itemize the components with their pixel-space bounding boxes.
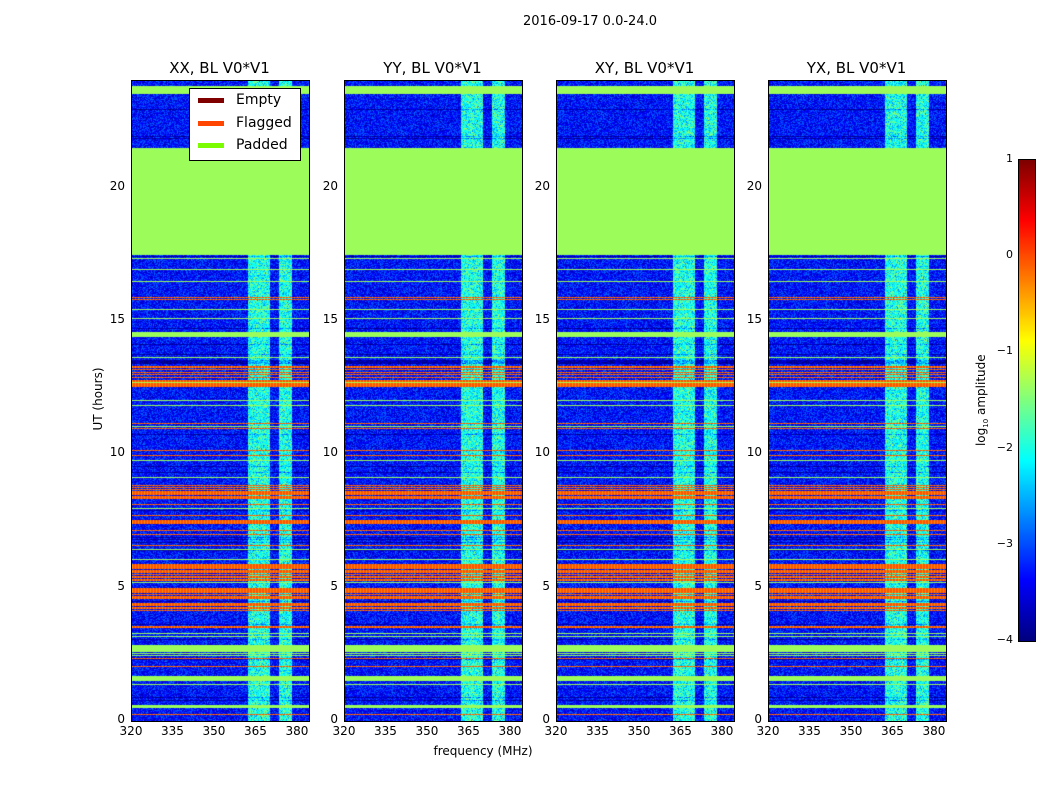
x-tick-label: 320 bbox=[544, 724, 568, 738]
y-tick-label: 0 bbox=[330, 712, 338, 726]
y-tick-label: 20 bbox=[534, 178, 550, 193]
y-tick-label: 5 bbox=[542, 578, 550, 593]
legend-label: Padded bbox=[236, 137, 288, 153]
figure-title: 2016-09-17 0.0-24.0 bbox=[523, 14, 657, 29]
colorbar bbox=[1018, 159, 1036, 642]
colorbar-tick-label: −2 bbox=[996, 440, 1013, 454]
y-tick-label: 10 bbox=[322, 445, 338, 460]
y-tick-label: 10 bbox=[746, 445, 762, 460]
x-tick-label: 350 bbox=[415, 724, 439, 738]
colorbar-tick-label: 0 bbox=[1006, 248, 1013, 262]
x-tick-label: 365 bbox=[669, 724, 692, 738]
colorbar-label: log10 amplitude bbox=[973, 354, 991, 447]
y-tick-label: 5 bbox=[754, 578, 762, 593]
heatmap-panel-yx bbox=[768, 80, 947, 722]
x-tick-label: 335 bbox=[586, 724, 609, 738]
x-tick-label: 350 bbox=[839, 724, 863, 738]
x-tick-label: 320 bbox=[119, 724, 143, 738]
x-tick-label: 365 bbox=[881, 724, 904, 738]
legend-label: Flagged bbox=[236, 115, 292, 131]
colorbar-tick-label: −3 bbox=[996, 536, 1013, 550]
y-tick-label: 15 bbox=[109, 312, 125, 326]
y-tick-label: 15 bbox=[534, 312, 550, 326]
legend-label: Empty bbox=[236, 92, 282, 108]
colorbar-tick-label: 1 bbox=[1006, 152, 1013, 165]
heatmap-panel-xx bbox=[131, 80, 310, 722]
colorbar-tick-label: −4 bbox=[996, 633, 1013, 646]
x-tick-label: 365 bbox=[457, 724, 480, 738]
panel-title: YY, BL V0*V1 bbox=[383, 59, 482, 77]
legend: Empty Flagged Padded bbox=[189, 88, 301, 161]
x-tick-label: 380 bbox=[285, 724, 309, 738]
panel-title: YX, BL V0*V1 bbox=[806, 59, 907, 77]
x-tick-label: 350 bbox=[202, 724, 226, 738]
x-tick-label: 335 bbox=[374, 724, 397, 738]
legend-swatch bbox=[198, 120, 224, 126]
panel-title: XY, BL V0*V1 bbox=[594, 59, 695, 77]
legend-item-flagged: Flagged bbox=[198, 113, 292, 133]
y-tick-label: 0 bbox=[117, 712, 125, 726]
legend-item-empty: Empty bbox=[198, 90, 281, 110]
panel-title: XX, BL V0*V1 bbox=[169, 59, 270, 77]
colorbar-tick-label: −1 bbox=[996, 344, 1013, 358]
legend-item-padded: Padded bbox=[198, 135, 288, 155]
x-tick-label: 380 bbox=[922, 724, 946, 738]
y-tick-label: 15 bbox=[746, 312, 762, 326]
y-tick-label: 20 bbox=[746, 178, 762, 193]
y-tick-label: 10 bbox=[534, 445, 550, 460]
y-tick-label: 10 bbox=[109, 445, 125, 460]
legend-swatch bbox=[198, 97, 224, 103]
y-tick-label: 15 bbox=[322, 312, 338, 326]
y-tick-label: 0 bbox=[754, 712, 762, 726]
x-tick-label: 350 bbox=[627, 724, 651, 738]
y-tick-label: 5 bbox=[117, 578, 125, 593]
y-axis-label: UT (hours) bbox=[91, 367, 105, 431]
y-tick-label: 20 bbox=[109, 178, 125, 193]
x-tick-label: 320 bbox=[332, 724, 356, 738]
x-tick-label: 380 bbox=[498, 724, 522, 738]
x-axis-label: frequency (MHz) bbox=[433, 744, 533, 758]
x-tick-label: 320 bbox=[756, 724, 780, 738]
x-tick-label: 335 bbox=[798, 724, 821, 738]
x-tick-label: 380 bbox=[710, 724, 734, 738]
x-tick-label: 335 bbox=[161, 724, 184, 738]
x-tick-label: 365 bbox=[244, 724, 267, 738]
y-tick-label: 5 bbox=[330, 578, 338, 593]
legend-swatch bbox=[198, 142, 224, 148]
heatmap-panel-xy bbox=[556, 80, 735, 722]
y-tick-label: 20 bbox=[322, 178, 338, 193]
y-tick-label: 0 bbox=[542, 712, 550, 726]
heatmap-panel-yy bbox=[344, 80, 523, 722]
